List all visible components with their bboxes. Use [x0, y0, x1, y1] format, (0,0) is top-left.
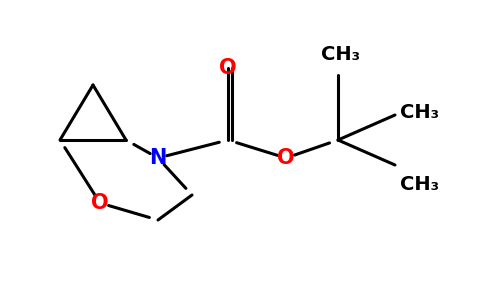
- Text: O: O: [277, 148, 295, 168]
- Text: O: O: [219, 58, 237, 78]
- Text: O: O: [91, 193, 109, 213]
- Text: CH₃: CH₃: [400, 176, 439, 194]
- Text: N: N: [149, 148, 166, 168]
- Text: CH₃: CH₃: [400, 103, 439, 122]
- Text: CH₃: CH₃: [320, 46, 360, 64]
